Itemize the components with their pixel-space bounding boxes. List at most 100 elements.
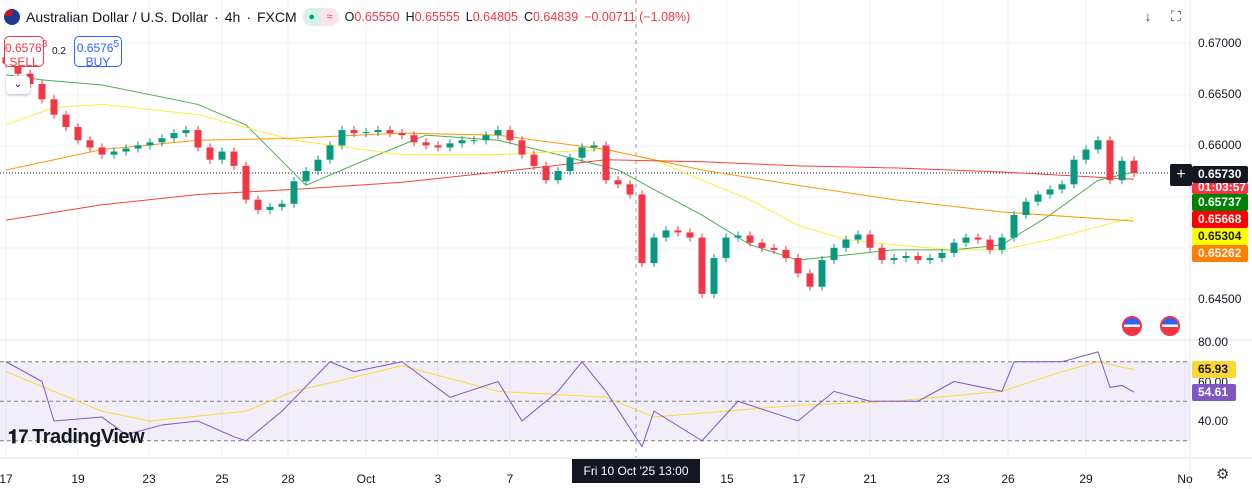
candle [482,135,490,141]
price-tick: 0.67000 [1198,36,1242,50]
candle [374,130,382,133]
price-tick: 0.64500 [1198,292,1242,306]
candle [650,237,658,264]
candle [1118,160,1126,181]
candle [950,242,958,253]
candle [590,145,598,148]
candle [122,148,130,152]
rsi-ma-line [5,361,1135,422]
trade-buttons: 0.65763 SELL 0.2 0.65765 BUY [4,36,122,69]
time-tick: Oct [356,472,376,486]
candle [698,237,706,294]
time-tick: No [1177,472,1193,486]
candle [1094,140,1102,150]
price-tick: 0.66500 [1198,87,1242,102]
candle [674,230,682,233]
crosshair-time-label: Fri 10 Oct '25 13:00 [572,459,700,483]
candle [230,151,238,166]
exchange: FXCM [256,9,297,25]
download-icon[interactable]: ↓ [1144,8,1152,24]
time-tick: 15 [720,472,734,486]
us-event-icon[interactable] [1122,316,1142,336]
add-alert-icon[interactable]: + [1170,164,1192,186]
moving-average-line [5,159,1135,221]
candle [1082,149,1090,160]
candle [314,159,322,171]
candle [710,258,718,294]
candle [134,145,142,149]
sep: · [214,9,219,25]
legend-header: Australian Dollar / U.S. Dollar · 4h · F… [4,8,690,26]
market-status[interactable]: ● ≈ [302,8,339,26]
candle [530,154,538,166]
candle [926,258,934,261]
candle [422,142,430,146]
candle [326,145,334,160]
time-tick: 19 [71,472,85,486]
candle [638,194,646,264]
candle [194,130,202,148]
candle [722,237,730,259]
sell-button[interactable]: 0.65763 SELL [4,36,47,69]
collapse-legend-button[interactable]: ⌄ [6,76,30,94]
candle [878,247,886,261]
candle [1130,160,1138,174]
time-tick: 7 [506,472,514,486]
candle [1058,184,1066,190]
tradingview-logo[interactable]: 𝟏7 TradingView [8,426,145,448]
candle [290,181,298,204]
candle [734,235,742,238]
ohlc-values: O0.65550 H0.65555 L0.64805 C0.64839 −0.0… [344,10,691,24]
candle [1070,159,1078,185]
candle [86,140,94,148]
settings-gear-icon[interactable]: ⚙ [1216,466,1230,483]
candle [470,140,478,142]
candle [218,151,226,160]
candle [446,143,454,148]
candle [602,145,610,181]
candle [338,130,346,146]
candle [1010,215,1018,238]
candle [758,242,766,248]
candle [26,73,34,84]
candle [170,133,178,139]
candle [626,184,634,195]
candle [890,258,898,261]
candle [578,147,586,158]
market-open-icon: ● [302,8,321,26]
candle [146,142,154,146]
time-tick: 3 [434,472,442,486]
candle [398,133,406,136]
rsi-line [5,351,1135,448]
time-tick: 26 [1001,472,1015,486]
time-tick: 17 [0,472,13,486]
candle [566,157,574,171]
candle [1046,189,1054,195]
candle [542,165,550,181]
interval[interactable]: 4h [224,9,241,25]
candle [302,171,310,182]
candle [182,130,190,134]
rsi-tick: 80.00 [1198,335,1229,349]
candle [974,237,982,240]
candle [50,99,58,115]
rsi-value-label: 54.61 [1192,384,1236,401]
candle [662,230,670,238]
buy-button[interactable]: 0.65765 BUY [73,36,122,69]
aud-flag-icon [4,9,20,25]
rsi-value-label: 65.93 [1192,361,1236,378]
us-event-icon[interactable] [1160,316,1180,336]
sep: · [246,9,251,25]
candle [686,232,694,238]
candle [350,130,358,134]
price-tick: 0.66000 [1198,138,1242,153]
candle [38,83,46,100]
symbol-name[interactable]: Australian Dollar / U.S. Dollar [26,9,209,25]
candle [866,234,874,248]
moving-average-line [5,132,1135,222]
fullscreen-icon[interactable]: ⛶ [1171,8,1181,24]
candle [770,247,778,250]
candle [1034,194,1042,202]
candle [962,237,970,243]
